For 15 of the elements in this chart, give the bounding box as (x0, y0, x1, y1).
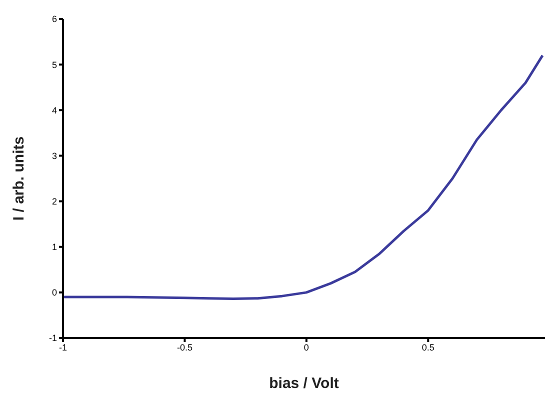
x-axis-title: bias / Volt (269, 375, 339, 392)
x-tick-label: 0 (304, 342, 309, 352)
y-tick-label: 2 (52, 196, 57, 206)
y-tick-label: 4 (52, 105, 57, 116)
y-tick-label: -1 (48, 333, 57, 344)
x-tick-label: -0.5 (176, 342, 192, 352)
y-tick-label: 6 (52, 14, 57, 24)
y-tick-label: 3 (52, 150, 57, 161)
y-axis-title: I / arb. units (10, 136, 28, 221)
line-series (63, 54, 544, 300)
x-tick-label: 0.5 (422, 342, 434, 352)
y-tick-label: 5 (52, 60, 57, 70)
y-tick-label: 0 (52, 288, 57, 298)
y-tick-label: 1 (52, 242, 57, 252)
x-tick-label: -1 (58, 342, 68, 352)
